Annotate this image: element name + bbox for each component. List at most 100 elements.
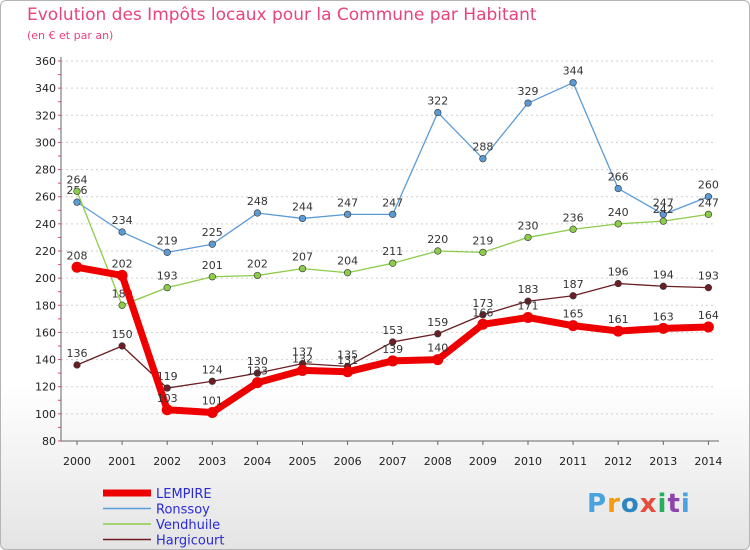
- data-label-ronssoy: 329: [518, 85, 539, 98]
- y-tick-label: 180: [35, 299, 56, 312]
- data-point-vendhuile: [163, 284, 171, 292]
- data-label-hargicourt: 153: [382, 324, 403, 337]
- data-point-hargicourt: [253, 369, 261, 377]
- x-tick-label: 2008: [424, 455, 452, 468]
- logo-letter: i: [680, 489, 691, 519]
- chart-subtitle: (en € et par an): [27, 29, 114, 42]
- y-tick-label: 300: [35, 136, 56, 149]
- x-tick-label: 2000: [63, 455, 91, 468]
- x-tick-label: 2014: [694, 455, 722, 468]
- x-tick-label: 2011: [559, 455, 587, 468]
- proxiti-logo: Proxiti: [587, 489, 691, 519]
- data-label-lempire: 166: [472, 306, 493, 319]
- data-label-vendhuile: 207: [292, 251, 313, 264]
- data-label-vendhuile: 240: [608, 206, 629, 219]
- data-label-vendhuile: 247: [698, 196, 719, 209]
- data-point-ronssoy: [163, 248, 171, 256]
- data-label-hargicourt: 173: [472, 297, 493, 310]
- data-point-lempire: [297, 364, 308, 376]
- data-label-ronssoy: 234: [112, 214, 133, 227]
- data-point-hargicourt: [524, 297, 532, 305]
- x-tick-label: 2009: [469, 455, 497, 468]
- data-point-vendhuile: [479, 248, 487, 256]
- data-label-lempire: 163: [653, 310, 674, 323]
- x-tick-label: 2010: [514, 455, 542, 468]
- data-point-lempire: [522, 312, 534, 323]
- data-label-hargicourt: 130: [247, 355, 268, 368]
- data-label-ronssoy: 219: [157, 234, 178, 247]
- data-point-lempire: [477, 318, 489, 330]
- data-point-ronssoy: [389, 210, 397, 218]
- data-point-ronssoy: [118, 228, 126, 236]
- data-point-vendhuile: [73, 187, 81, 195]
- y-tick-label: 80: [42, 435, 56, 448]
- x-tick-label: 2012: [604, 455, 632, 468]
- data-point-lempire: [116, 269, 128, 281]
- data-label-vendhuile: 220: [427, 233, 448, 246]
- data-point-vendhuile: [253, 271, 261, 280]
- data-label-lempire: 101: [202, 395, 223, 408]
- data-label-lempire: 208: [67, 249, 88, 262]
- data-label-ronssoy: 260: [698, 179, 719, 192]
- data-label-hargicourt: 137: [292, 346, 313, 359]
- x-tick-label: 2013: [649, 455, 677, 468]
- y-tick-label: 280: [35, 164, 56, 177]
- data-label-lempire: 161: [608, 313, 629, 326]
- data-point-hargicourt: [73, 361, 81, 369]
- data-point-hargicourt: [614, 279, 622, 288]
- data-label-vendhuile: 201: [202, 259, 223, 272]
- data-label-ronssoy: 247: [653, 196, 674, 209]
- x-tick-label: 2006: [334, 455, 362, 468]
- data-point-vendhuile: [659, 217, 667, 225]
- data-label-vendhuile: 204: [337, 255, 358, 268]
- data-label-lempire: 140: [427, 342, 448, 355]
- data-point-hargicourt: [208, 377, 216, 385]
- data-point-vendhuile: [434, 247, 442, 255]
- legend-label-hargicourt: Hargicourt: [156, 534, 225, 549]
- data-label-lempire: 123: [247, 365, 268, 378]
- data-point-hargicourt: [569, 292, 577, 300]
- data-label-hargicourt: 196: [608, 266, 629, 279]
- data-point-lempire: [71, 261, 83, 273]
- data-label-lempire: 165: [563, 308, 584, 321]
- y-tick-label: 360: [35, 55, 56, 68]
- y-tick-label: 200: [35, 272, 56, 285]
- data-label-lempire: 131: [337, 354, 358, 367]
- data-point-ronssoy: [298, 214, 307, 223]
- data-point-lempire: [342, 366, 354, 378]
- chart-title: Evolution des Impôts locaux pour la Comm…: [27, 5, 537, 25]
- data-label-lempire: 164: [698, 309, 719, 322]
- data-point-vendhuile: [704, 210, 713, 218]
- data-label-vendhuile: 219: [472, 234, 493, 247]
- data-label-hargicourt: 183: [518, 283, 539, 296]
- data-label-ronssoy: 225: [202, 226, 223, 239]
- data-point-ronssoy: [253, 209, 261, 217]
- data-label-lempire: 171: [518, 300, 539, 313]
- data-label-hargicourt: 124: [202, 363, 223, 376]
- data-point-ronssoy: [208, 240, 216, 248]
- data-point-ronssoy: [434, 108, 442, 117]
- data-label-vendhuile: 242: [653, 203, 674, 216]
- data-label-lempire: 132: [292, 352, 313, 365]
- data-point-ronssoy: [524, 99, 532, 107]
- legend-label-lempire: LEMPIRE: [156, 487, 212, 502]
- data-label-vendhuile: 236: [563, 211, 584, 224]
- data-label-ronssoy: 288: [472, 141, 493, 154]
- x-tick-label: 2001: [108, 455, 136, 468]
- data-point-hargicourt: [118, 342, 126, 350]
- data-point-vendhuile: [524, 233, 532, 242]
- x-tick-label: 2005: [289, 455, 317, 468]
- data-label-ronssoy: 248: [247, 195, 268, 208]
- data-label-lempire: 139: [382, 343, 403, 356]
- y-tick-label: 160: [35, 326, 56, 339]
- data-point-vendhuile: [389, 259, 397, 267]
- logo-letter: i: [657, 489, 668, 519]
- data-point-vendhuile: [298, 265, 307, 273]
- data-label-hargicourt: 150: [112, 328, 133, 341]
- data-point-ronssoy: [344, 210, 352, 218]
- series-ronssoy: 2562342192252482442472473222883293442662…: [67, 65, 719, 256]
